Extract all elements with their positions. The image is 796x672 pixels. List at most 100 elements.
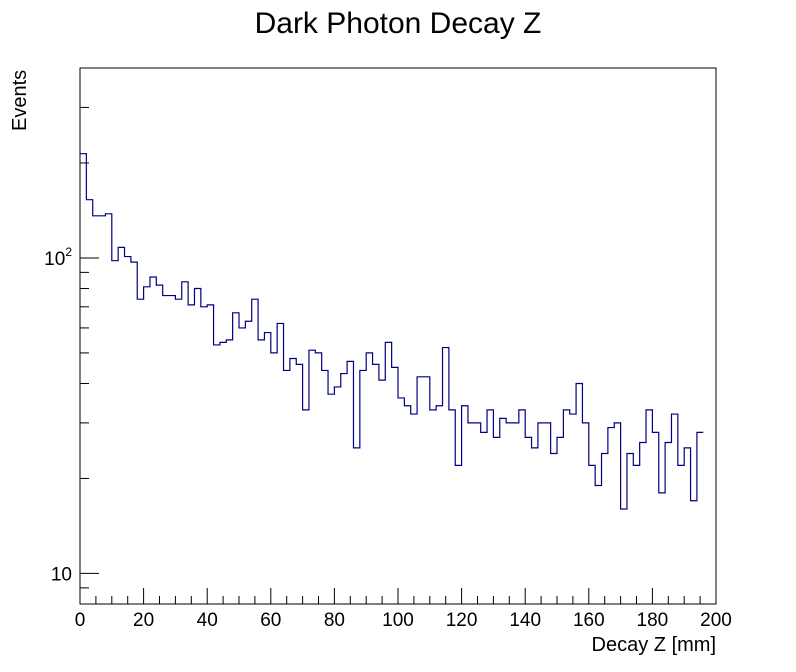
histogram-bin [86,200,92,604]
histogram-bin [532,448,538,604]
histogram-bin [303,410,309,604]
histogram-bin [150,277,156,604]
histogram-bin [118,247,124,604]
histogram-bin [697,432,703,604]
histogram-bin [194,289,200,604]
histogram-bin [633,465,639,604]
histogram-bin [519,410,525,604]
x-tick-label: 180 [637,610,669,631]
histogram-bin [341,374,347,604]
histogram-bin [258,340,264,604]
histogram-bin [99,216,105,604]
histogram-bin [277,323,283,604]
y-tick-label: 102 [44,245,72,270]
chart-title: Dark Photon Decay Z [255,7,542,40]
histogram-bin [506,423,512,604]
histogram-bin [322,370,328,604]
histogram-bin [271,353,277,604]
histogram-bin [392,367,398,604]
histogram-bin [608,428,614,604]
histogram-bin [462,406,468,604]
histogram-bin [398,398,404,604]
histogram-bin [430,410,436,604]
histogram-bin [493,437,499,604]
histogram-bin [455,465,461,604]
histogram-bin [640,443,646,604]
histogram-bin [684,448,690,604]
histogram-bin [284,370,290,604]
histogram-bin [220,342,226,604]
histogram-bin [646,410,652,604]
histogram-bin [627,453,633,604]
y-axis-label: Events [9,70,31,131]
histogram-bin [207,305,213,604]
x-tick-label: 60 [260,610,281,631]
histogram-bin [557,437,563,604]
histogram-bin [678,465,684,604]
histogram-bin [169,296,175,604]
histogram-bin [233,313,239,604]
histogram-bin [93,216,99,604]
histogram-bin [468,423,474,604]
histogram-bin [239,328,245,604]
histogram-bin [385,342,391,604]
histogram-bin [614,423,620,604]
y-tick-label: 10 [51,564,72,585]
histogram-bin [621,509,627,604]
histogram-bin [538,423,544,604]
histogram-bin [328,394,334,604]
histogram-bin [423,377,429,604]
histogram-bin [137,299,143,604]
histogram-bin [436,406,442,604]
x-tick-label: 0 [75,610,86,631]
histogram-bin [309,350,315,604]
histogram-bin [315,353,321,604]
series-layer [80,153,704,604]
x-tick-label: 80 [324,610,345,631]
histogram-bin [366,353,372,604]
histogram-bin [487,410,493,604]
histogram-bin [347,361,353,604]
histogram-bin [182,282,188,604]
histogram-bin [131,262,137,604]
histogram-bin [443,348,449,604]
histogram-bin [563,410,569,604]
histogram-bin [112,261,118,604]
histogram-bin [582,423,588,604]
histogram-bin [80,154,86,604]
x-tick-label: 40 [197,610,218,631]
histogram-bin [296,364,302,604]
histogram-bin [144,287,150,604]
x-tick-label: 120 [446,610,478,631]
histogram-bin [353,448,359,604]
histogram-bin [474,423,480,604]
histogram-bin [449,410,455,604]
histogram-bin [334,387,340,604]
histogram-bin [481,432,487,604]
histogram-bin [245,321,251,604]
histogram-bin [226,340,232,604]
histogram-bin [659,493,665,604]
histogram-bin [201,307,207,604]
histogram-bin [665,443,671,604]
histogram-outline [80,153,704,510]
histogram-bin [544,423,550,604]
axes-layer: 0 20 40 60 80 100 120 140 160 180 200 10 102 [44,67,732,631]
histogram-bin [264,333,270,604]
histogram-bin [163,296,169,604]
histogram-bin [411,414,417,604]
histogram-bin [602,453,608,604]
x-tick-label: 200 [700,610,732,631]
histogram-bin [214,345,220,604]
histogram-bin [125,257,131,604]
histogram-bin [576,383,582,604]
histogram-bin [404,406,410,604]
histogram-bin [671,414,677,604]
histogram-bin [175,299,181,604]
x-tick-label: 100 [382,610,414,631]
histogram-bin [512,423,518,604]
histogram-bin [252,299,258,604]
histogram-bin [290,359,296,604]
x-tick-label: 160 [573,610,605,631]
